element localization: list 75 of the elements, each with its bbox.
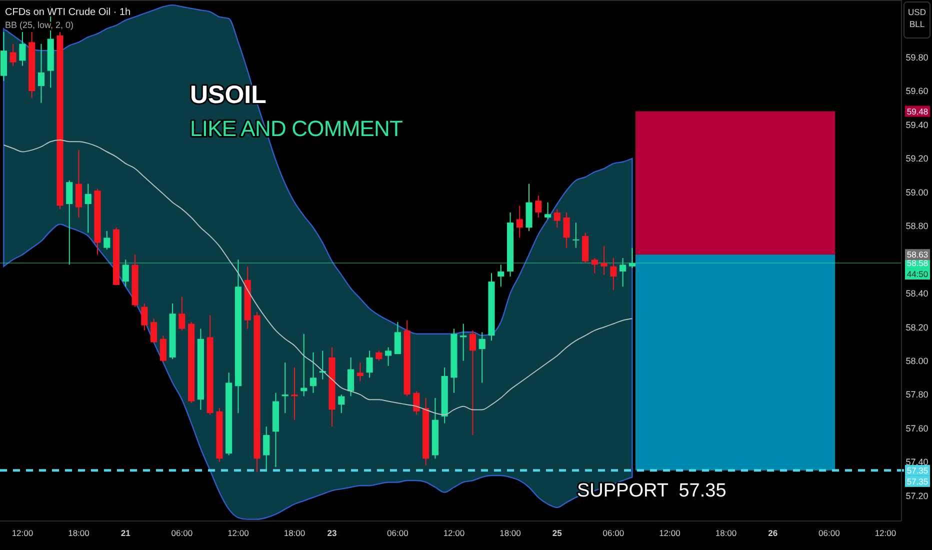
x-tick-label: 25 [552, 528, 562, 538]
candlestick [563, 212, 570, 248]
candlestick [554, 208, 560, 228]
candlestick [160, 335, 166, 364]
candlestick [516, 205, 523, 238]
x-tick-label: 06:00 [818, 528, 840, 538]
candlestick [356, 362, 364, 382]
candlestick [10, 43, 16, 66]
candlestick [628, 247, 636, 269]
candlestick [366, 350, 373, 378]
y-tick-label: 57.80 [906, 390, 928, 400]
y-tick-label: 57.20 [906, 490, 928, 501]
text: 59.48 [906, 106, 928, 116]
x-tick-label: 18:00 [284, 528, 306, 538]
candlestick [19, 32, 26, 66]
candlestick [66, 180, 73, 266]
candlestick [620, 257, 626, 288]
y-axis-title: USD BLL [908, 7, 926, 29]
candlestick [535, 195, 542, 218]
candlestick [38, 43, 45, 104]
x-tick-label: 12:00 [659, 528, 681, 538]
x-tick-label: 12:00 [228, 528, 250, 538]
text: 44:50 [906, 269, 928, 280]
y-tick-label: 59.80 [906, 52, 928, 62]
x-tick-label: 18:00 [715, 528, 737, 538]
ref-line-label: 58.58 [906, 258, 928, 268]
candlestick [310, 352, 317, 394]
candlestick [75, 150, 82, 218]
y-tick-label: 58.00 [906, 356, 928, 366]
candlestick [385, 346, 392, 366]
candlestick [376, 350, 382, 362]
y-tick-label: 58.80 [906, 221, 928, 232]
x-tick-label: 12:00 [874, 528, 896, 538]
x-tick-label: 23 [327, 528, 338, 538]
candlestick [469, 330, 476, 436]
candlestick [263, 426, 270, 471]
y-tick-label: 59.60 [906, 86, 928, 96]
x-tick-label: 06:00 [387, 528, 409, 538]
annotation: 57.35 [906, 476, 928, 486]
candlestick [141, 302, 148, 331]
candlestick [591, 257, 598, 274]
line-series [3, 139, 633, 416]
y-tick-label: 59.40 [906, 120, 928, 130]
x-tick-label: 12:00 [12, 528, 34, 538]
y-tick-label: 58.20 [906, 322, 928, 332]
candlestick [610, 257, 617, 291]
candlestick [178, 296, 186, 331]
ref-line-label: 57.35 [906, 465, 928, 476]
candlestick [394, 322, 401, 355]
x-tick-label: 18:00 [68, 528, 90, 538]
x-tick-label: 26 [768, 528, 778, 538]
x-tick-label: 06:00 [171, 528, 193, 538]
candlestick [122, 259, 129, 288]
candlestick [104, 230, 110, 250]
candlestick [338, 394, 345, 414]
x-tick-label: 18:00 [500, 528, 522, 538]
text: 58.63 [906, 250, 928, 260]
y-tick-label: 57.60 [906, 423, 928, 434]
candlestick [478, 332, 486, 384]
candlestick [150, 318, 158, 343]
y-tick-label: 59.20 [906, 154, 928, 164]
candlestick [84, 183, 92, 234]
candlestick [572, 222, 580, 248]
candlestick [291, 367, 298, 420]
candlestick [544, 202, 552, 220]
candlestick [413, 390, 420, 416]
candlestick [348, 356, 354, 397]
x-tick-label: 12:00 [443, 528, 465, 538]
y-tick-label: 59.00 [906, 187, 928, 198]
candlestick [600, 246, 608, 276]
candlestick [498, 264, 504, 288]
y-tick-label: 58.40 [906, 288, 928, 299]
x-tick-label: 06:00 [602, 528, 624, 538]
x-tick-label: 21 [120, 528, 131, 538]
y-tick-label: 57.40 [906, 457, 928, 468]
